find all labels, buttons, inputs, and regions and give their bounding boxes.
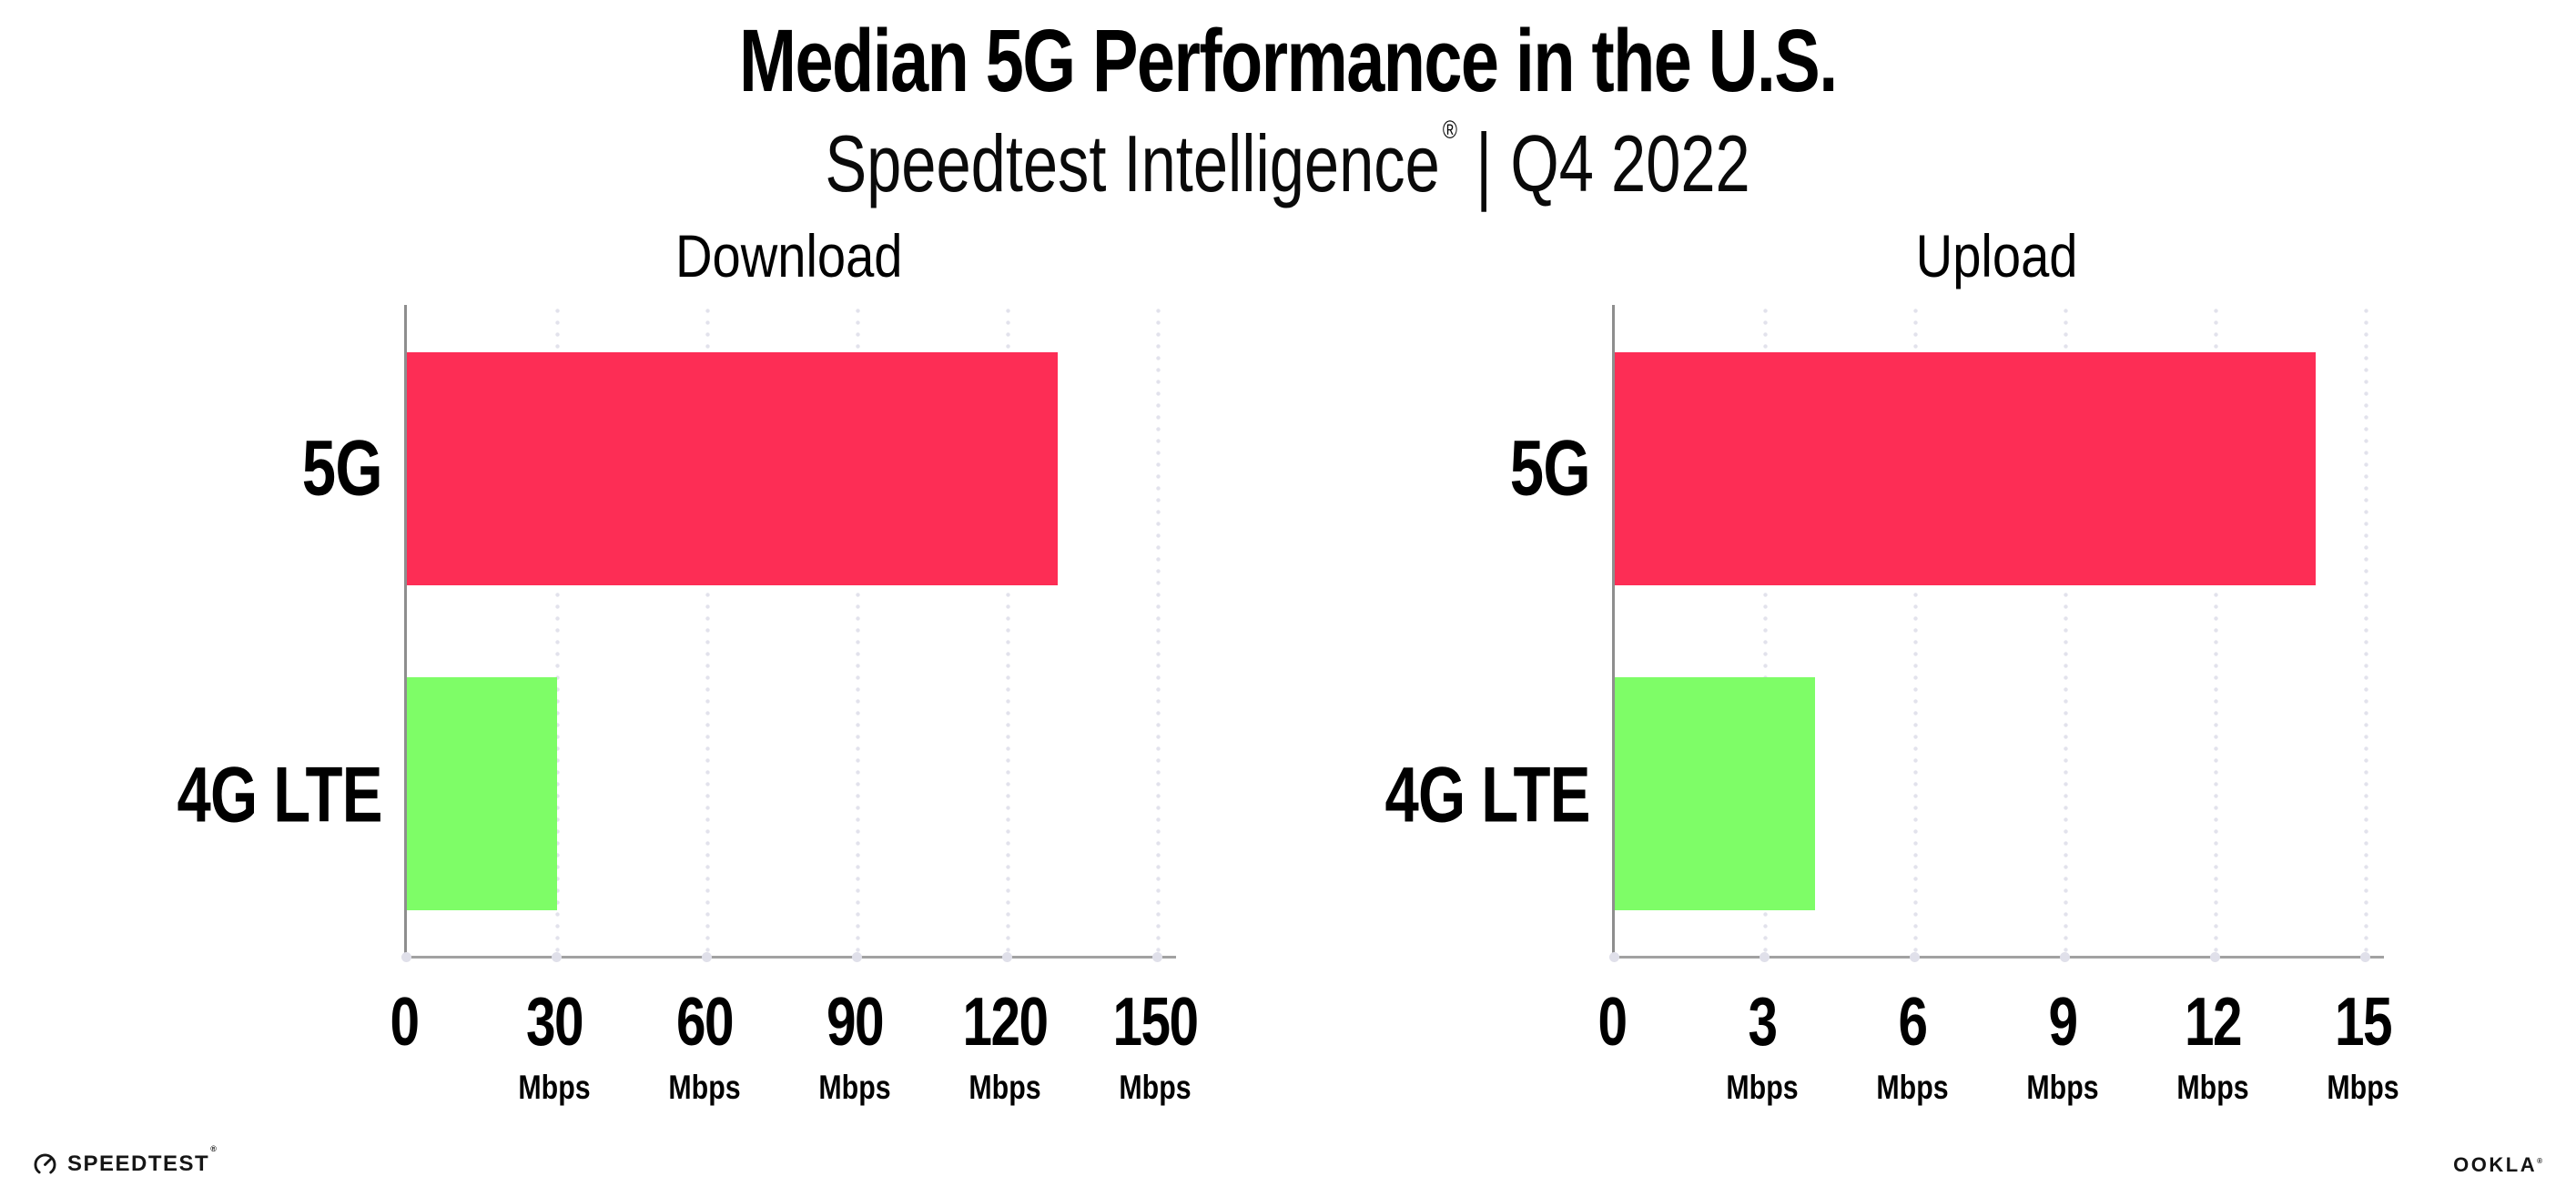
x-tick-value-30-download: 30 bbox=[526, 983, 584, 1060]
x-tick-0-download: 0 bbox=[386, 988, 422, 1056]
x-tick-value-9-upload: 9 bbox=[2048, 983, 2079, 1060]
speedtest-wordmark: SPEEDTEST® bbox=[67, 1144, 218, 1177]
footer: SPEEDTEST® OOKLA® bbox=[0, 1142, 2576, 1179]
x-tick-15-upload: 15 Mbps bbox=[2319, 983, 2408, 1106]
x-tick-90-download: 90 Mbps bbox=[811, 983, 899, 1106]
axis-tick-dot-150-download bbox=[1152, 952, 1162, 962]
bar-5g-upload bbox=[1615, 351, 2316, 585]
x-tick-unit-120-download: Mbps bbox=[969, 1069, 1041, 1106]
download-chart-title: Download bbox=[674, 222, 903, 289]
gridline-120-download bbox=[1006, 305, 1010, 956]
gridline-3-upload bbox=[1763, 305, 1768, 956]
download-chart-title-row: Download bbox=[404, 226, 1173, 305]
x-tick-unit-60-download: Mbps bbox=[668, 1069, 741, 1106]
page-subtitle: Speedtest Intelligence ® | Q4 2022 bbox=[0, 115, 2576, 212]
x-tick-0-upload: 0 bbox=[1594, 988, 1630, 1056]
axis-tick-dot-0-download bbox=[401, 952, 411, 962]
bar-4g-lte-upload bbox=[1615, 677, 1815, 911]
x-tick-value-0-upload: 0 bbox=[1597, 983, 1628, 1060]
subtitle-period: Q4 2022 bbox=[1510, 118, 1751, 208]
x-tick-value-120-download: 120 bbox=[962, 983, 1049, 1060]
gridline-150-download bbox=[1156, 305, 1161, 956]
x-tick-value-3-upload: 3 bbox=[1748, 983, 1779, 1060]
x-tick-30-download: 30 Mbps bbox=[511, 983, 599, 1106]
x-tick-3-upload: 3 Mbps bbox=[1719, 983, 1807, 1106]
upload-chart-title-row: Upload bbox=[1612, 226, 2381, 305]
download-plot-area bbox=[401, 305, 1176, 962]
download-chart-panel: Download 5G 4G LTE 0 30 Mbps 60 Mbps 90 Mbps 120… bbox=[150, 226, 1200, 1133]
x-tick-unit-90-download: Mbps bbox=[818, 1069, 891, 1106]
axis-tick-dot-60-download bbox=[702, 952, 712, 962]
x-tick-value-12-upload: 12 bbox=[2185, 983, 2243, 1060]
x-tick-value-0-download: 0 bbox=[390, 983, 421, 1060]
category-label-5g-download: 5G bbox=[302, 424, 383, 512]
speedtest-gauge-icon bbox=[34, 1153, 56, 1175]
bar-4g-lte-download bbox=[407, 677, 557, 911]
x-tick-unit-150-download: Mbps bbox=[1119, 1069, 1192, 1106]
gridline-6-upload bbox=[1913, 305, 1918, 956]
axis-tick-dot-9-upload bbox=[2060, 952, 2070, 962]
ookla-logo: OOKLA® bbox=[2453, 1153, 2542, 1177]
upload-x-axis: 0 3 Mbps 6 Mbps 9 Mbps 12 Mbps 15 Mbps bbox=[1598, 983, 2399, 1133]
upload-y-axis-labels: 5G 4G LTE bbox=[1358, 305, 1591, 959]
x-tick-value-150-download: 150 bbox=[1112, 983, 1199, 1060]
page-subtitle-text: Speedtest Intelligence ® | Q4 2022 bbox=[826, 115, 1750, 212]
x-tick-unit-30-download: Mbps bbox=[518, 1069, 591, 1106]
x-tick-unit-15-upload: Mbps bbox=[2327, 1069, 2399, 1106]
upload-chart-panel: Upload 5G 4G LTE 0 3 Mbps 6 Mbps 9 Mbps 12 Mbps 15… bbox=[1358, 226, 2399, 1133]
gridline-30-download bbox=[555, 305, 560, 956]
speedtest-registered-mark: ® bbox=[210, 1144, 218, 1153]
ookla-label: OOKLA bbox=[2453, 1153, 2538, 1176]
upload-plot-area bbox=[1609, 305, 2384, 962]
registered-trademark-mark: ® bbox=[1443, 116, 1458, 144]
x-tick-60-download: 60 Mbps bbox=[661, 983, 749, 1106]
x-tick-120-download: 120 Mbps bbox=[950, 983, 1059, 1106]
axis-tick-dot-90-download bbox=[852, 952, 862, 962]
axis-tick-dot-3-upload bbox=[1760, 952, 1770, 962]
axis-tick-dot-15-upload bbox=[2360, 952, 2370, 962]
x-tick-value-60-download: 60 bbox=[676, 983, 735, 1060]
axis-tick-dot-6-upload bbox=[1910, 952, 1920, 962]
gridline-12-upload bbox=[2214, 305, 2218, 956]
category-label-4g-lte-upload: 4G LTE bbox=[1384, 751, 1591, 839]
axis-tick-dot-0-upload bbox=[1609, 952, 1619, 962]
x-tick-unit-12-upload: Mbps bbox=[2176, 1069, 2249, 1106]
ookla-registered-mark: ® bbox=[2537, 1157, 2542, 1165]
x-tick-value-15-upload: 15 bbox=[2335, 983, 2393, 1060]
x-tick-unit-6-upload: Mbps bbox=[1876, 1069, 1949, 1106]
upload-chart-body: 5G 4G LTE bbox=[1358, 305, 2384, 962]
x-tick-9-upload: 9 Mbps bbox=[2019, 983, 2107, 1106]
x-tick-12-upload: 12 Mbps bbox=[2169, 983, 2257, 1106]
category-label-5g-upload: 5G bbox=[1510, 424, 1591, 512]
axis-tick-dot-30-download bbox=[552, 952, 562, 962]
x-tick-6-upload: 6 Mbps bbox=[1869, 983, 1957, 1106]
x-tick-unit-3-upload: Mbps bbox=[1726, 1069, 1799, 1106]
category-label-4g-lte-download: 4G LTE bbox=[177, 751, 383, 839]
x-tick-unit-9-upload: Mbps bbox=[2026, 1069, 2099, 1106]
page-title-row: Median 5G Performance in the U.S. bbox=[0, 16, 2576, 105]
gridline-15-upload bbox=[2364, 305, 2368, 956]
axis-tick-dot-12-upload bbox=[2210, 952, 2220, 962]
page-title: Median 5G Performance in the U.S. bbox=[739, 11, 1838, 110]
bar-5g-download bbox=[407, 351, 1058, 585]
download-x-axis: 0 30 Mbps 60 Mbps 90 Mbps 120 Mbps 150 Mbps bbox=[390, 983, 1200, 1133]
speedtest-label: SPEEDTEST bbox=[67, 1151, 210, 1176]
x-tick-150-download: 150 Mbps bbox=[1100, 983, 1209, 1106]
gridline-60-download bbox=[705, 305, 710, 956]
gridline-90-download bbox=[856, 305, 860, 956]
x-tick-value-90-download: 90 bbox=[827, 983, 885, 1060]
gridline-9-upload bbox=[2064, 305, 2068, 956]
download-y-axis-labels: 5G 4G LTE bbox=[150, 305, 383, 959]
download-chart-body: 5G 4G LTE bbox=[150, 305, 1176, 962]
subtitle-brand: Speedtest Intelligence bbox=[825, 118, 1441, 208]
upload-chart-title: Upload bbox=[1915, 222, 2078, 289]
subtitle-separator: | bbox=[1476, 115, 1493, 212]
x-tick-value-6-upload: 6 bbox=[1898, 983, 1929, 1060]
axis-tick-dot-120-download bbox=[1002, 952, 1012, 962]
speedtest-logo: SPEEDTEST® bbox=[33, 1144, 218, 1177]
